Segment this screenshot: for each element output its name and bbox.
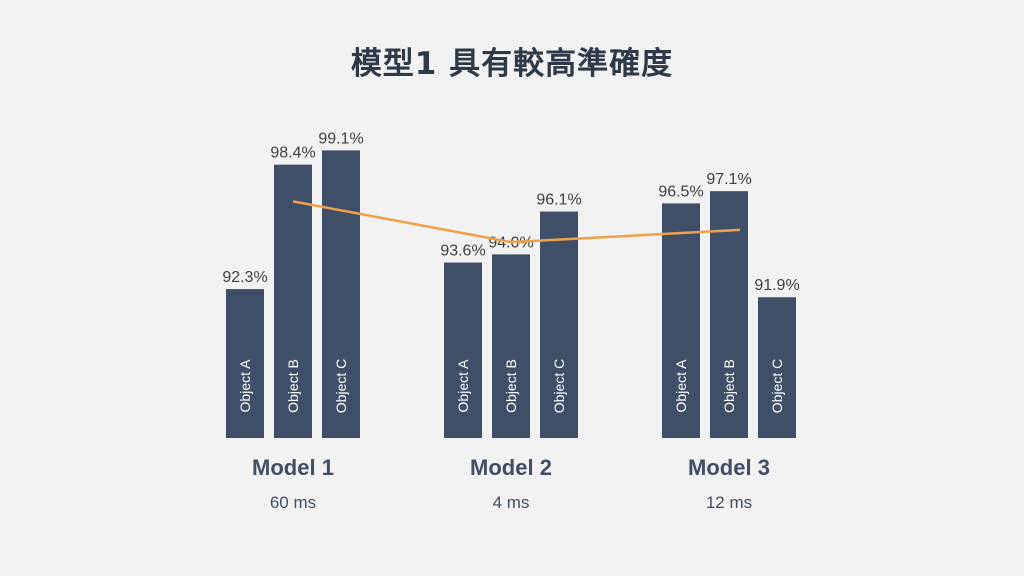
bar [322, 150, 360, 439]
latency-label: 60 ms [270, 493, 316, 512]
bar-category-label: Object B [503, 359, 519, 413]
bar-value-label: 92.3% [222, 269, 267, 286]
bar-value-label: 99.1% [318, 130, 363, 147]
bar-category-label: Object A [455, 359, 471, 413]
bar-value-label: 98.4% [270, 145, 315, 162]
bar-value-label: 93.6% [440, 243, 485, 260]
group-label: Model 2 [470, 455, 552, 480]
bar-category-label: Object A [237, 359, 253, 413]
group-label: Model 1 [252, 455, 334, 480]
bar-category-label: Object C [551, 359, 567, 413]
bar [444, 262, 482, 438]
bar-category-label: Object C [769, 359, 785, 413]
bar [274, 164, 312, 438]
bar [492, 254, 530, 438]
bar-value-label: 91.9% [754, 277, 799, 294]
bar-category-label: Object B [721, 359, 737, 413]
group-label: Model 3 [688, 455, 770, 480]
chart-title: 模型1 具有較高準確度 [350, 46, 674, 82]
bar-category-label: Object B [285, 359, 301, 413]
latency-label: 12 ms [706, 493, 752, 512]
bar [540, 211, 578, 438]
bar-value-label: 96.1% [536, 192, 581, 209]
bar [226, 289, 264, 438]
latency-label: 4 ms [493, 493, 530, 512]
bar-category-label: Object C [333, 359, 349, 413]
bar [662, 203, 700, 438]
bar-category-label: Object A [673, 359, 689, 413]
bar-value-label: 97.1% [706, 171, 751, 188]
average-line [292, 200, 741, 244]
bar-value-label: 96.5% [658, 183, 703, 200]
bar [758, 297, 796, 438]
